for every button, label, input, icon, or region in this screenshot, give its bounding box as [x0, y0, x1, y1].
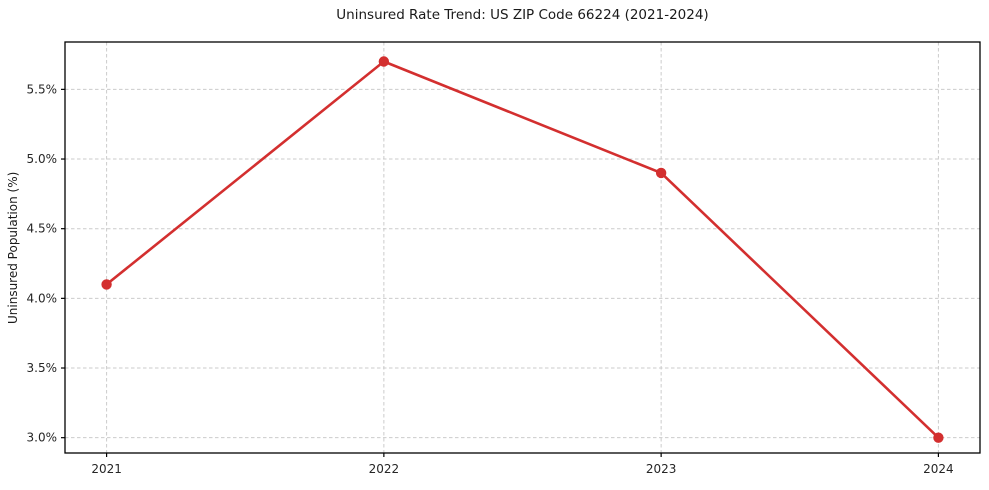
y-tick-label: 3.5% — [27, 361, 58, 375]
y-tick-label: 3.0% — [27, 431, 58, 445]
x-tick-label: 2021 — [91, 462, 122, 476]
trend-line — [105, 60, 940, 439]
y-tick-label: 5.0% — [27, 152, 58, 166]
y-tick-label: 4.0% — [27, 291, 58, 305]
x-tick-label: 2022 — [369, 462, 400, 476]
chart-title: Uninsured Rate Trend: US ZIP Code 66224 … — [336, 7, 709, 23]
x-tick-label: 2024 — [923, 462, 954, 476]
data-point — [933, 432, 944, 443]
y-tick-label: 5.5% — [27, 82, 58, 96]
data-point — [378, 56, 390, 67]
data-point — [101, 279, 112, 290]
y-tick-label: 4.5% — [27, 222, 58, 236]
plot-frame — [64, 41, 981, 454]
x-tick-label: 2023 — [646, 462, 677, 476]
data-point — [655, 167, 667, 179]
